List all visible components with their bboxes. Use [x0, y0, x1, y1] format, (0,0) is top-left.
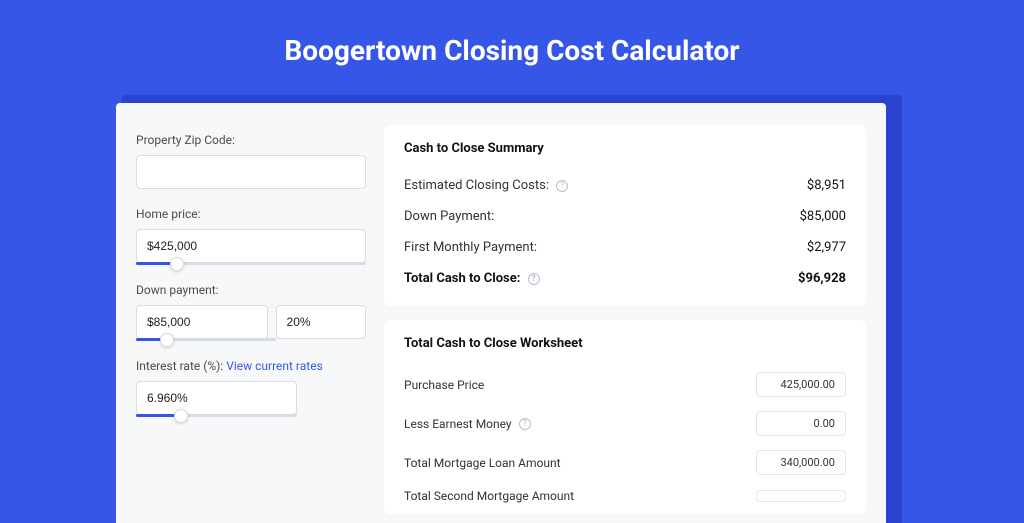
- worksheet-row-earnest-money: Less Earnest Money ? 0.00: [404, 404, 846, 443]
- interest-rate-label: Interest rate (%): View current rates: [136, 359, 366, 373]
- inputs-column: Property Zip Code: Home price: Down paym…: [136, 125, 366, 523]
- help-icon[interactable]: ?: [519, 418, 531, 430]
- worksheet-title: Total Cash to Close Worksheet: [404, 336, 846, 351]
- home-price-slider[interactable]: [136, 262, 366, 265]
- zip-field-group: Property Zip Code:: [136, 133, 366, 189]
- down-payment-slider[interactable]: [136, 338, 276, 341]
- down-payment-pct-input[interactable]: [276, 305, 366, 339]
- summary-value: $85,000: [800, 209, 846, 224]
- worksheet-row-second-mortgage: Total Second Mortgage Amount: [404, 482, 846, 510]
- zip-input[interactable]: [136, 155, 366, 189]
- down-payment-label: Down payment:: [136, 283, 366, 297]
- summary-label: First Monthly Payment:: [404, 240, 537, 255]
- worksheet-value[interactable]: 425,000.00: [756, 372, 846, 397]
- worksheet-value[interactable]: 340,000.00: [756, 450, 846, 475]
- help-icon[interactable]: ?: [528, 273, 540, 285]
- zip-label: Property Zip Code:: [136, 133, 366, 147]
- summary-row-first-payment: First Monthly Payment: $2,977: [404, 232, 846, 263]
- home-price-slider-thumb[interactable]: [170, 257, 184, 271]
- worksheet-value[interactable]: [756, 490, 846, 502]
- summary-total-label: Total Cash to Close:: [404, 271, 520, 286]
- card-shadow: Property Zip Code: Home price: Down paym…: [122, 95, 902, 523]
- worksheet-label: Total Second Mortgage Amount: [404, 489, 574, 503]
- summary-title: Cash to Close Summary: [404, 141, 846, 156]
- summary-total-value: $96,928: [798, 271, 846, 286]
- down-payment-field-group: Down payment:: [136, 283, 366, 341]
- summary-row-down-payment: Down Payment: $85,000: [404, 201, 846, 232]
- view-rates-link[interactable]: View current rates: [226, 359, 323, 373]
- help-icon[interactable]: ?: [556, 180, 568, 192]
- interest-rate-slider[interactable]: [136, 414, 297, 417]
- worksheet-label: Purchase Price: [404, 378, 484, 392]
- results-column: Cash to Close Summary Estimated Closing …: [384, 125, 866, 523]
- down-payment-slider-thumb[interactable]: [160, 333, 174, 347]
- worksheet-row-purchase-price: Purchase Price 425,000.00: [404, 365, 846, 404]
- summary-panel: Cash to Close Summary Estimated Closing …: [384, 125, 866, 306]
- worksheet-row-mortgage-amount: Total Mortgage Loan Amount 340,000.00: [404, 443, 846, 482]
- interest-rate-slider-thumb[interactable]: [174, 409, 188, 423]
- worksheet-value[interactable]: 0.00: [756, 411, 846, 436]
- interest-rate-input[interactable]: [136, 381, 297, 415]
- summary-value: $8,951: [807, 178, 846, 193]
- worksheet-panel: Total Cash to Close Worksheet Purchase P…: [384, 320, 866, 514]
- worksheet-label: Less Earnest Money: [404, 417, 512, 431]
- summary-label: Estimated Closing Costs:: [404, 178, 549, 193]
- home-price-input[interactable]: [136, 229, 366, 263]
- worksheet-label: Total Mortgage Loan Amount: [404, 456, 561, 470]
- page-title: Boogertown Closing Cost Calculator: [0, 0, 1024, 95]
- summary-row-total: Total Cash to Close: ? $96,928: [404, 263, 846, 294]
- home-price-field-group: Home price:: [136, 207, 366, 265]
- summary-label: Down Payment:: [404, 209, 494, 224]
- down-payment-input[interactable]: [136, 305, 268, 339]
- interest-rate-field-group: Interest rate (%): View current rates: [136, 359, 366, 417]
- summary-row-closing-costs: Estimated Closing Costs: ? $8,951: [404, 170, 846, 201]
- summary-value: $2,977: [807, 240, 846, 255]
- calculator-card: Property Zip Code: Home price: Down paym…: [116, 103, 886, 523]
- home-price-label: Home price:: [136, 207, 366, 221]
- interest-rate-label-text: Interest rate (%):: [136, 359, 223, 373]
